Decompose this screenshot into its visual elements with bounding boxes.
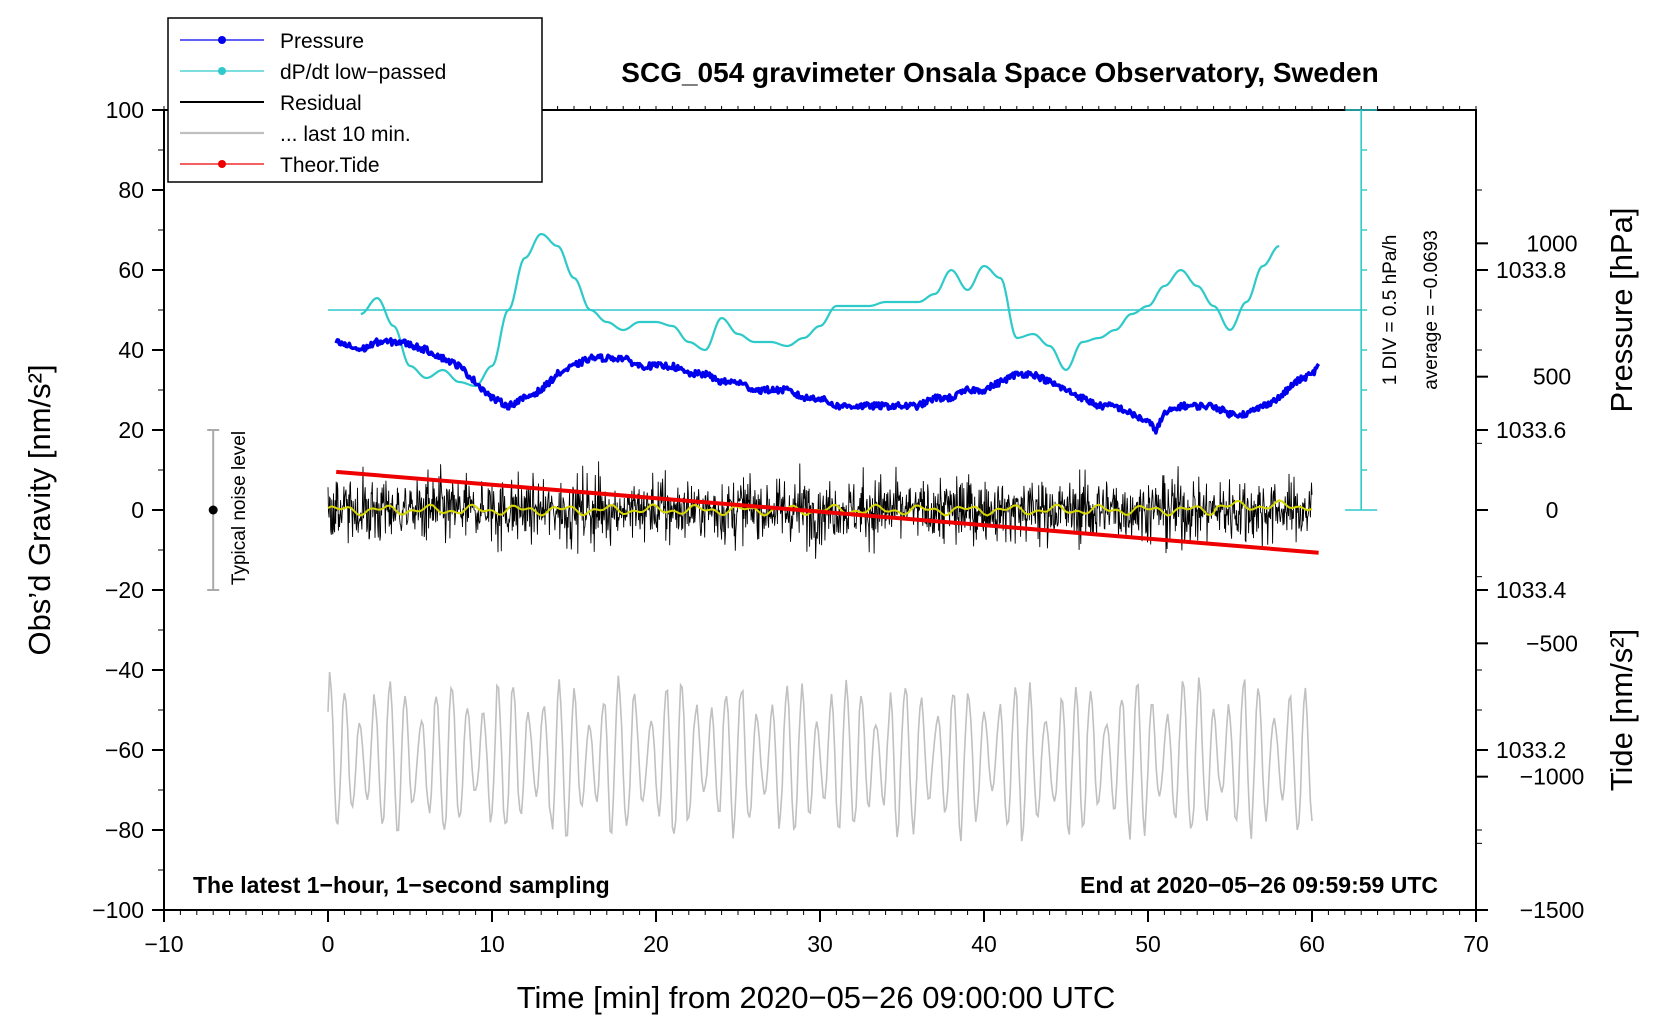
series-theoretical-tide	[336, 469, 1319, 555]
y-tick-label: −100	[92, 897, 144, 923]
pressure-tick-label: 1033.8	[1496, 257, 1566, 283]
x-tick-label: 10	[479, 931, 505, 957]
note-sampling: The latest 1−hour, 1−second sampling	[193, 872, 610, 898]
legend-marker	[218, 160, 226, 168]
y-tick-label: 60	[118, 257, 144, 283]
legend-marker	[218, 36, 226, 44]
x-tick-label: 50	[1135, 931, 1161, 957]
note-end-time: End at 2020−05−26 09:59:59 UTC	[1080, 872, 1438, 898]
legend-box	[167, 17, 543, 183]
pressure-tick-label: 1033.2	[1496, 737, 1566, 763]
x-tick-label: 40	[971, 931, 997, 957]
x-tick-label: 30	[807, 931, 833, 957]
chart-title: SCG_054 gravimeter Onsala Space Observat…	[621, 57, 1378, 88]
tide-tick-label: 0	[1546, 497, 1559, 523]
y-axis-label-pressure: Pressure [hPa]	[1604, 207, 1639, 412]
legend: Pressure dP/dt low−passed Residual ... last…	[167, 17, 543, 183]
legend-marker	[218, 67, 226, 75]
legend-label: Theor.Tide	[280, 154, 380, 177]
y-tick-label: −80	[105, 817, 144, 843]
x-tick-label: −10	[144, 931, 183, 957]
y-tick-label: 0	[131, 497, 144, 523]
noise-bar-center	[208, 505, 218, 515]
legend-label: dP/dt low−passed	[280, 61, 446, 84]
x-tick-label: 60	[1299, 931, 1325, 957]
x-tick-label: 20	[643, 931, 669, 957]
pressure-tick-label: 1033.6	[1496, 417, 1566, 443]
y-tick-label: −20	[105, 577, 144, 603]
y-axis-label-left: Obs’d Gravity [nm/s²]	[22, 364, 57, 655]
noise-level-label: Typical noise level	[229, 431, 250, 585]
axis-ticks: −10 0 10 20 30 40 50 60 70100806040200−20−40−60−…	[92, 97, 1584, 957]
series-dpdt-lowpassed	[360, 232, 1280, 388]
tide-tick-label: −1500	[1520, 897, 1585, 923]
legend-label: ... last 10 min.	[280, 123, 411, 146]
series-last-10-min	[327, 671, 1313, 842]
tide-tick-label: 1000	[1526, 230, 1577, 256]
y-axis-label-tide: Tide [nm/s²]	[1604, 629, 1639, 792]
y-tick-label: 100	[106, 97, 144, 123]
series-pressure	[334, 337, 1321, 435]
y-tick-label: 20	[118, 417, 144, 443]
tide-tick-label: −1000	[1520, 764, 1585, 790]
x-tick-label: 70	[1463, 931, 1489, 957]
pressure-tick-label: 1033.4	[1496, 577, 1567, 603]
legend-label: Pressure	[280, 30, 364, 53]
series-layer	[327, 232, 1362, 842]
y-tick-label: 80	[118, 177, 144, 203]
legend-label: Residual	[280, 92, 362, 115]
x-axis-label: Time [min] from 2020−05−26 09:00:00 UTC	[517, 980, 1116, 1015]
annotations-layer	[207, 109, 1378, 591]
y-tick-label: −40	[105, 657, 144, 683]
y-tick-label: −60	[105, 737, 144, 763]
average-label: average = −0.0693	[1421, 230, 1442, 390]
scale-bar-label: 1 DIV = 0.5 hPa/h	[1380, 235, 1401, 386]
x-tick-label: 0	[322, 931, 335, 957]
tide-tick-label: 500	[1533, 364, 1571, 390]
tide-tick-label: −500	[1526, 630, 1578, 656]
y-tick-label: 40	[118, 337, 144, 363]
